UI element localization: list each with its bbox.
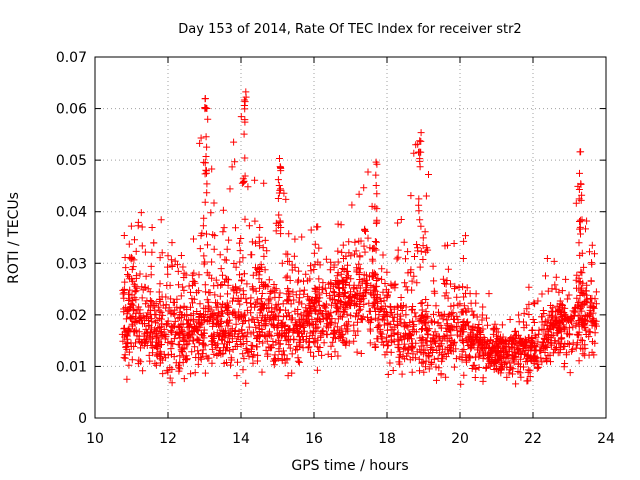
data-points xyxy=(118,88,600,388)
x-tick-label: 10 xyxy=(86,431,104,447)
y-tick-label: 0.07 xyxy=(56,50,87,66)
axis-ticks xyxy=(94,56,607,419)
x-tick-labels: 10 12 14 16 18 20 22 24 xyxy=(86,431,615,447)
y-tick-label: 0 xyxy=(78,411,87,427)
x-tick-label: 12 xyxy=(159,431,177,447)
plot-frame xyxy=(94,56,607,419)
grid-lines xyxy=(95,57,606,418)
x-tick-label: 22 xyxy=(524,431,542,447)
y-tick-label: 0.05 xyxy=(56,153,87,169)
x-tick-label: 16 xyxy=(305,431,323,447)
roti-series-markers xyxy=(118,88,600,388)
y-tick-label: 0.06 xyxy=(56,102,87,118)
chart-title: Day 153 of 2014, Rate Of TEC Index for r… xyxy=(178,22,521,37)
x-tick-label: 14 xyxy=(232,431,250,447)
y-tick-label: 0.03 xyxy=(56,256,87,272)
x-tick-label: 20 xyxy=(451,431,469,447)
y-tick-labels: 0 0.01 0.02 0.03 0.04 0.05 0.06 0.07 xyxy=(56,50,87,427)
x-tick-label: 18 xyxy=(378,431,396,447)
y-tick-label: 0.01 xyxy=(56,359,87,375)
x-tick-label: 24 xyxy=(597,431,615,447)
y-axis-label: ROTI / TECUs xyxy=(6,192,22,284)
y-tick-label: 0.02 xyxy=(56,308,87,324)
x-axis-label: GPS time / hours xyxy=(291,458,408,474)
y-tick-label: 0.04 xyxy=(56,205,87,221)
